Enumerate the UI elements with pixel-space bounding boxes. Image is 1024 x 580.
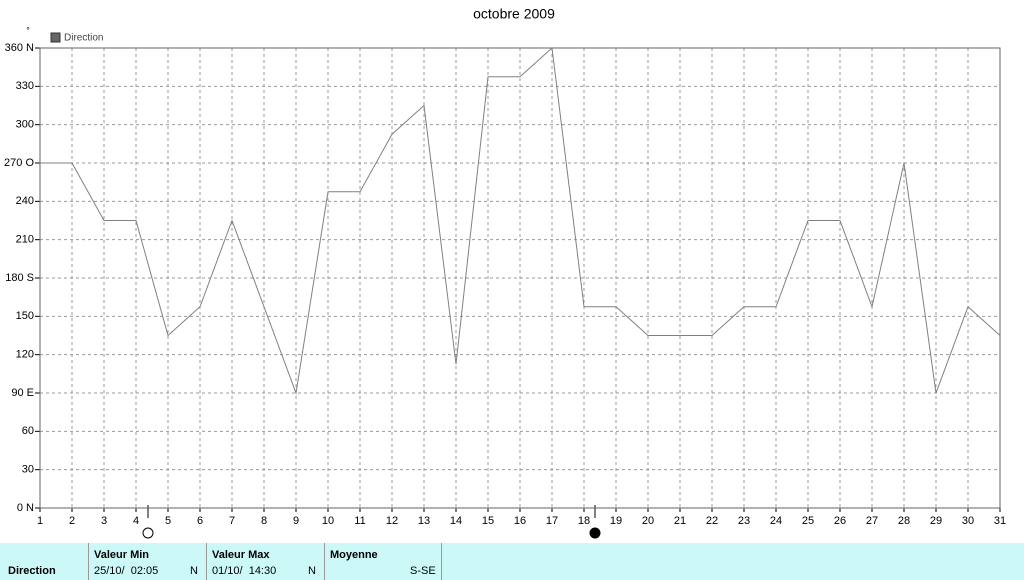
mean-header-text: Moyenne xyxy=(330,549,378,561)
y-tick-label: 60 xyxy=(22,425,34,437)
y-tick-label: 180 S xyxy=(5,272,34,284)
y-tick-label: 120 xyxy=(16,349,34,361)
x-tick-label: 8 xyxy=(261,515,267,527)
x-tick-label: 27 xyxy=(866,515,878,527)
max-header: Valeur Max xyxy=(212,549,269,561)
y-tick-label: 210 xyxy=(16,234,34,246)
y-tick-label: 330 xyxy=(16,80,34,92)
x-tick-label: 26 xyxy=(834,515,846,527)
y-tick-label: 270 O xyxy=(4,157,34,169)
x-tick-label: 1 xyxy=(37,515,43,527)
plot-frame xyxy=(39,47,1001,509)
x-tick-label: 28 xyxy=(898,515,910,527)
x-tick-label: 19 xyxy=(610,515,622,527)
x-tick-label: 24 xyxy=(770,515,782,527)
y-tick-label: 150 xyxy=(16,310,34,322)
separator xyxy=(324,543,325,580)
y-tick-label: 360 N xyxy=(5,42,34,54)
separator xyxy=(206,543,207,580)
x-tick-label: 11 xyxy=(354,515,365,527)
min-date: 25/10/ 02:05 xyxy=(94,565,159,577)
x-tick-label: 30 xyxy=(962,515,974,527)
max-header-text: Valeur Max xyxy=(212,549,270,561)
x-tick-label: 14 xyxy=(450,515,462,527)
mean-header: Moyenne xyxy=(330,549,378,561)
data-line xyxy=(40,46,1001,395)
y-tick-label: 240 xyxy=(16,195,34,207)
separator xyxy=(88,543,89,580)
x-tick-label: 22 xyxy=(706,515,718,527)
legend-label: Direction xyxy=(64,33,103,44)
chart-title: octobre 2009 xyxy=(473,6,555,22)
x-tick-label: 21 xyxy=(674,515,686,527)
y-tick-label: 30 xyxy=(22,464,34,476)
min-header-text: Valeur Min xyxy=(94,549,150,561)
y-axis-unit: ° xyxy=(26,25,30,35)
x-tick-label: 20 xyxy=(642,515,654,527)
max-dir: N xyxy=(308,565,316,577)
x-tick-label: 5 xyxy=(165,515,171,527)
x-tick-label: 3 xyxy=(101,515,107,527)
stats-table: Direction Valeur Min 25/10/ 02:05 N Vale… xyxy=(0,543,1024,580)
min-dir: N xyxy=(190,565,198,577)
separator xyxy=(441,543,442,580)
min-header: Valeur Min xyxy=(94,549,149,561)
row-label-text: Direction xyxy=(8,565,56,577)
x-tick-label: 29 xyxy=(930,515,942,527)
x-tick-label: 13 xyxy=(418,515,430,527)
x-tick-label: 2 xyxy=(69,515,75,527)
x-tick-label: 9 xyxy=(293,515,299,527)
x-tick-label: 12 xyxy=(386,515,398,527)
mean-dir: S-SE xyxy=(410,565,436,577)
x-tick-label: 25 xyxy=(802,515,814,527)
legend-swatch xyxy=(50,32,61,43)
x-tick-label: 10 xyxy=(322,515,334,527)
x-tick-label: 4 xyxy=(133,515,139,527)
y-tick-label: 300 xyxy=(16,119,34,131)
y-tick-label: 0 N xyxy=(17,502,34,514)
x-tick-label: 31 xyxy=(994,515,1006,527)
new-moon-icon xyxy=(589,527,601,539)
x-tick-label: 6 xyxy=(197,515,203,527)
x-tick-label: 18 xyxy=(578,515,590,527)
max-date: 01/10/ 14:30 xyxy=(212,565,277,577)
x-tick-label: 16 xyxy=(514,515,526,527)
x-tick-label: 17 xyxy=(546,515,558,527)
x-tick-label: 23 xyxy=(738,515,750,527)
row-label: Direction xyxy=(8,565,56,577)
x-tick-label: 7 xyxy=(229,515,235,527)
y-tick-label: 90 E xyxy=(11,387,34,399)
x-tick-label: 15 xyxy=(482,515,494,527)
full-moon-icon xyxy=(142,527,154,539)
